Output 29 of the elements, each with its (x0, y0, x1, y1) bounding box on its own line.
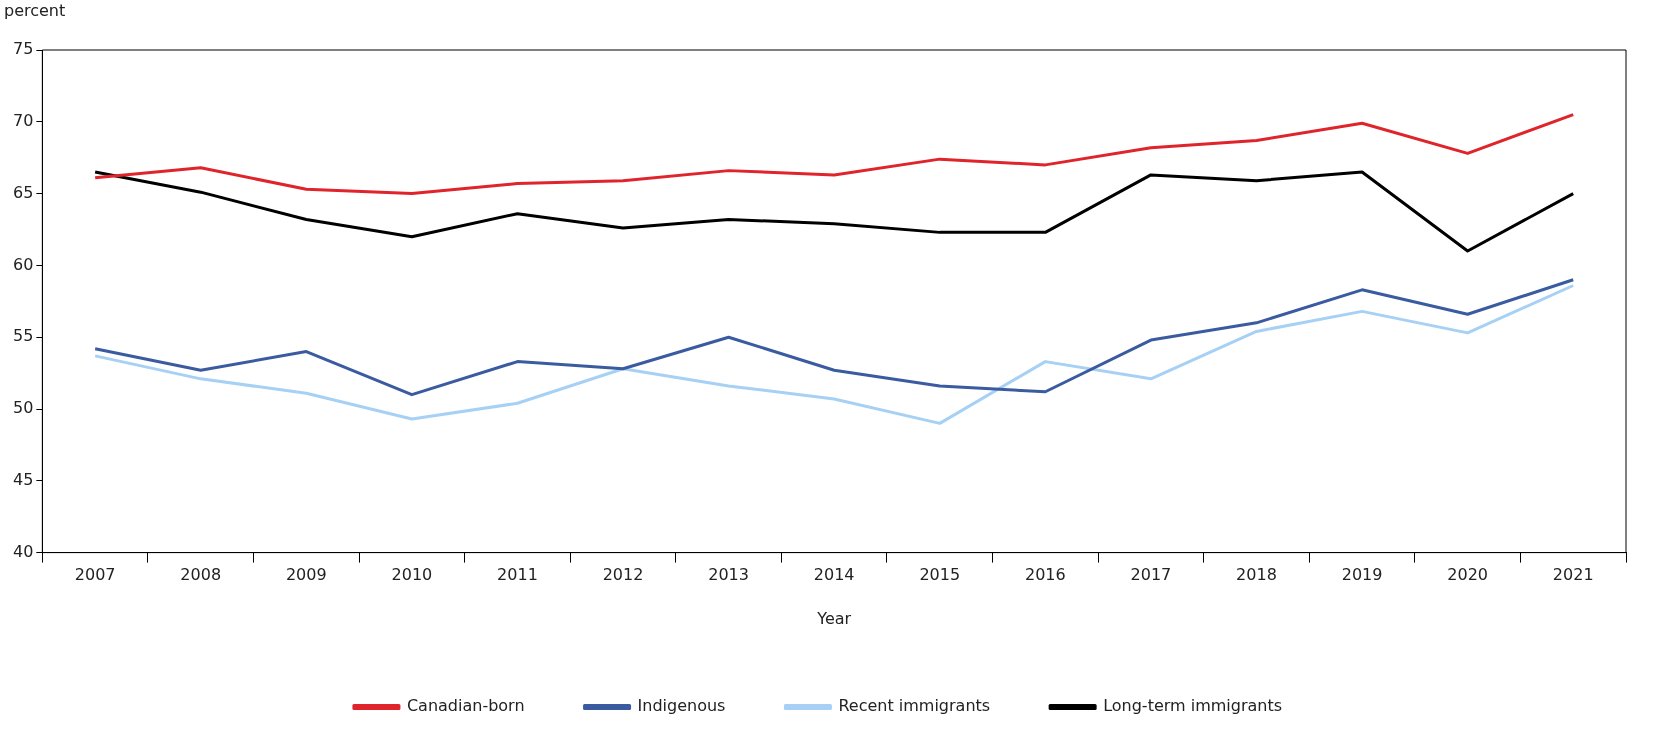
y-axis-title: percent (4, 1, 66, 21)
y-tick-label: 65 (13, 182, 34, 202)
y-tick-label: 60 (13, 254, 34, 274)
x-tick-label: 2016 (1024, 565, 1066, 585)
y-tick-label: 55 (13, 326, 34, 346)
x-tick-label: 2010 (391, 565, 433, 585)
x-tick-label: 2015 (919, 565, 961, 585)
x-tick-label: 2011 (497, 565, 538, 585)
y-tick-label: 40 (13, 541, 34, 561)
x-tick-label: 2019 (1341, 565, 1383, 585)
x-tick-label: 2009 (285, 565, 327, 585)
y-tick-label: 50 (13, 398, 34, 418)
y-tick-label: 45 (13, 469, 34, 489)
x-tick-label: 2021 (1552, 565, 1594, 585)
legend-label: Canadian-born (406, 696, 525, 716)
x-tick-label: 2008 (180, 565, 222, 585)
x-tick-label: 2020 (1447, 565, 1488, 585)
y-tick-label: 70 (13, 110, 34, 130)
legend-label: Long-term immigrants (1103, 696, 1283, 716)
x-tick-label: 2012 (602, 565, 644, 585)
x-axis-title: Year (816, 608, 852, 628)
legend-label: Indigenous (637, 696, 726, 716)
x-tick-label: 2013 (708, 565, 749, 585)
legend-label: Recent immigrants (838, 696, 991, 716)
x-tick-label: 2014 (813, 565, 855, 585)
x-tick-label: 2018 (1236, 565, 1277, 585)
x-tick-label: 2017 (1130, 565, 1172, 585)
x-tick-label: 2007 (74, 565, 116, 585)
y-tick-label: 75 (13, 39, 34, 59)
